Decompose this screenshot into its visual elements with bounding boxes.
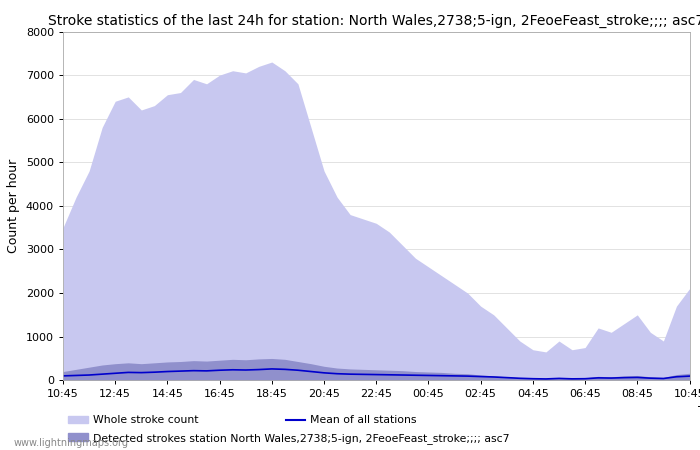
Legend: Detected strokes station North Wales,2738;5-ign, 2FeoeFeast_stroke;;;; asc7: Detected strokes station North Wales,273…: [69, 433, 510, 444]
Y-axis label: Count per hour: Count per hour: [7, 159, 20, 253]
Title: Stroke statistics of the last 24h for station: North Wales,2738;5-ign, 2FeoeFeas: Stroke statistics of the last 24h for st…: [48, 14, 700, 28]
Text: Time: Time: [698, 405, 700, 418]
Text: www.lightningmaps.org: www.lightningmaps.org: [14, 438, 129, 448]
